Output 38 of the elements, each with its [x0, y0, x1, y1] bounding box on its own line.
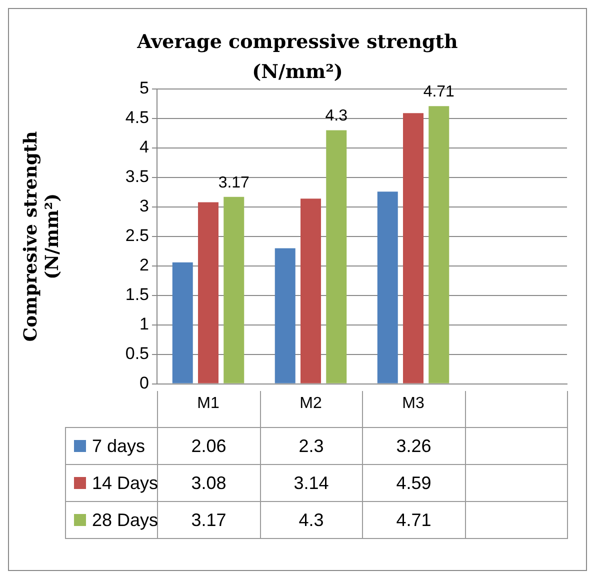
bar: [377, 192, 398, 384]
y-tick-label: 1.5: [125, 285, 149, 304]
y-tick-label: 2: [140, 256, 149, 275]
bar: [300, 198, 321, 384]
y-tick-label: 4: [140, 138, 149, 157]
x-tick-label: M1: [197, 394, 220, 412]
y-tick-label: 2.5: [125, 226, 149, 246]
y-tick-label: 0.5: [125, 344, 149, 364]
bar: [428, 106, 450, 384]
data-label: 3.14: [260, 464, 362, 502]
data-label: 2.3: [260, 428, 362, 464]
y-tick-label: 3: [140, 196, 149, 216]
bar: [274, 248, 296, 384]
y-axis-title: Compresive strength (N/mm²): [20, 131, 64, 342]
bar: [172, 262, 193, 384]
annotation: 4.3: [325, 108, 348, 125]
data-label: 4.71: [362, 502, 465, 538]
data-label: 3.08: [158, 464, 260, 502]
bar: [403, 113, 424, 384]
y-tick-label: 3.5: [125, 167, 149, 186]
legend-label: 28 Days: [66, 502, 158, 538]
data-label: 4.3: [260, 502, 362, 538]
x-tick-label: M3: [402, 394, 424, 412]
data-label: 3.17: [158, 502, 260, 538]
data-label: 4.59: [362, 464, 465, 502]
annotation: 4.71: [423, 84, 455, 101]
bar: [198, 202, 218, 384]
legend-label: 7 days: [66, 428, 158, 464]
data-label: 3.26: [362, 428, 465, 464]
legend-label: 14 Days: [66, 464, 158, 502]
y-tick-label: 1: [140, 314, 149, 334]
y-tick-label: 4.5: [125, 108, 149, 128]
x-tick-label: M2: [300, 394, 322, 412]
annotation: 3.17: [218, 174, 250, 192]
bar: [224, 196, 244, 384]
y-tick-label: 0: [140, 373, 149, 392]
data-label: 2.06: [158, 428, 260, 464]
bar: [326, 130, 347, 384]
